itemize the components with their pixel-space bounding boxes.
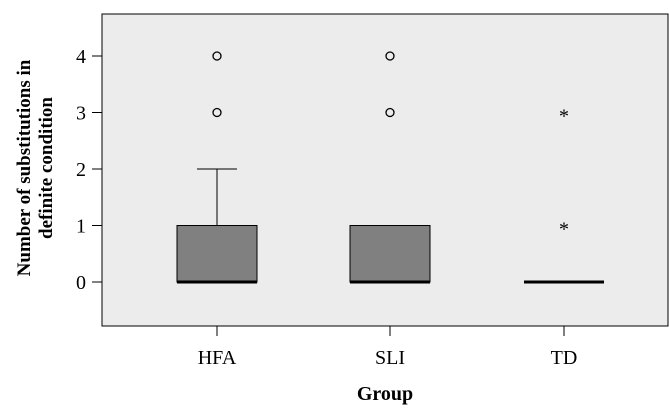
x-axis-title: Group <box>357 383 413 405</box>
sli-outlier-3 <box>385 107 395 118</box>
hfa-box <box>176 225 258 283</box>
x-axis: HFA SLI TD <box>198 326 578 369</box>
hfa-outlier-3 <box>212 107 222 118</box>
x-tick-label-hfa: HFA <box>198 347 237 369</box>
y-tick-label-0: 0 <box>76 272 86 294</box>
hfa-outlier-4 <box>212 51 222 61</box>
sli-outlier-4 <box>385 51 395 61</box>
boxes: ** <box>176 51 604 284</box>
y-axis-title-line-2: definite condition <box>36 97 57 239</box>
y-axis-title-line-1: Number of substitutions in <box>14 59 35 276</box>
sli-box <box>349 225 431 283</box>
x-tick-label-td: TD <box>551 347 578 369</box>
td-extreme-1: * <box>559 219 569 241</box>
td-extreme-3: * <box>559 106 569 128</box>
y-tick-label-1: 1 <box>76 216 86 238</box>
y-tick-label-4: 4 <box>76 46 86 68</box>
y-axis-title: Number of substitutions in definite cond… <box>14 59 57 276</box>
x-tick-label-sli: SLI <box>375 347 405 369</box>
y-axis: 0 1 2 3 4 <box>76 46 102 294</box>
y-tick-label-3: 3 <box>76 103 86 125</box>
y-tick-label-2: 2 <box>76 159 86 181</box>
